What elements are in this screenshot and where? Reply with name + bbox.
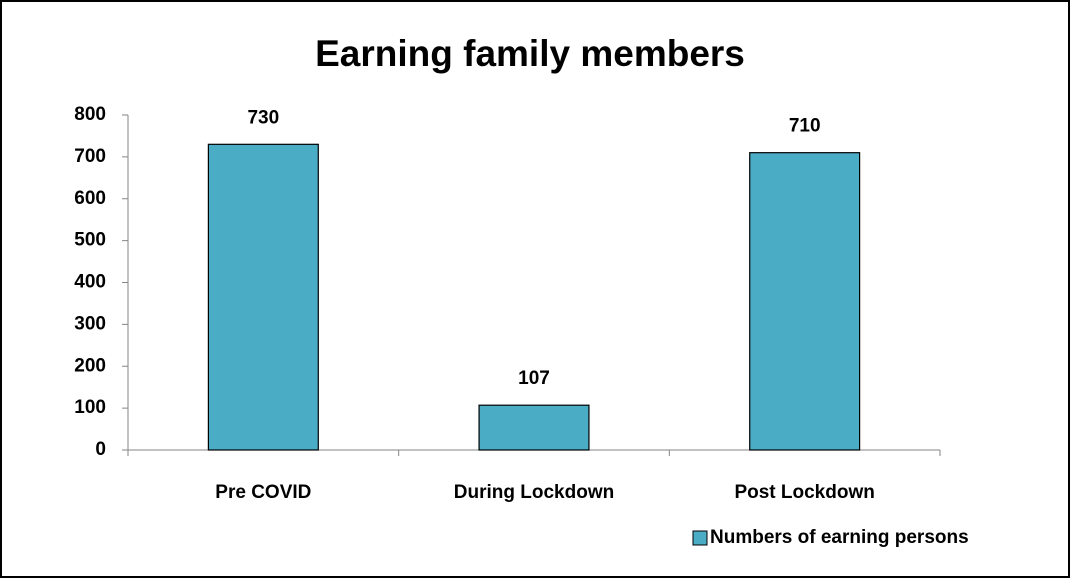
y-tick-label: 300 bbox=[74, 313, 106, 334]
y-tick-label: 100 bbox=[74, 397, 106, 418]
bar bbox=[749, 152, 861, 451]
y-tick-label: 200 bbox=[74, 355, 106, 376]
bar bbox=[478, 404, 590, 451]
legend-label: Numbers of earning persons bbox=[710, 527, 969, 548]
y-tick-label: 400 bbox=[74, 272, 106, 293]
y-tick-label: 800 bbox=[74, 104, 106, 125]
x-tick-label: During Lockdown bbox=[454, 482, 614, 503]
data-label: 107 bbox=[518, 368, 550, 389]
y-tick-label: 500 bbox=[74, 230, 106, 251]
y-tick-label: 0 bbox=[95, 439, 106, 460]
chart-title: Earning family members bbox=[315, 33, 745, 74]
bar bbox=[207, 143, 319, 451]
data-label: 710 bbox=[789, 116, 821, 137]
x-tick-label: Pre COVID bbox=[215, 482, 311, 503]
y-tick-label: 700 bbox=[74, 146, 106, 167]
data-label: 730 bbox=[247, 107, 279, 128]
x-tick-label: Post Lockdown bbox=[734, 482, 874, 503]
legend-swatch bbox=[692, 530, 708, 546]
y-tick-label: 600 bbox=[74, 188, 106, 209]
